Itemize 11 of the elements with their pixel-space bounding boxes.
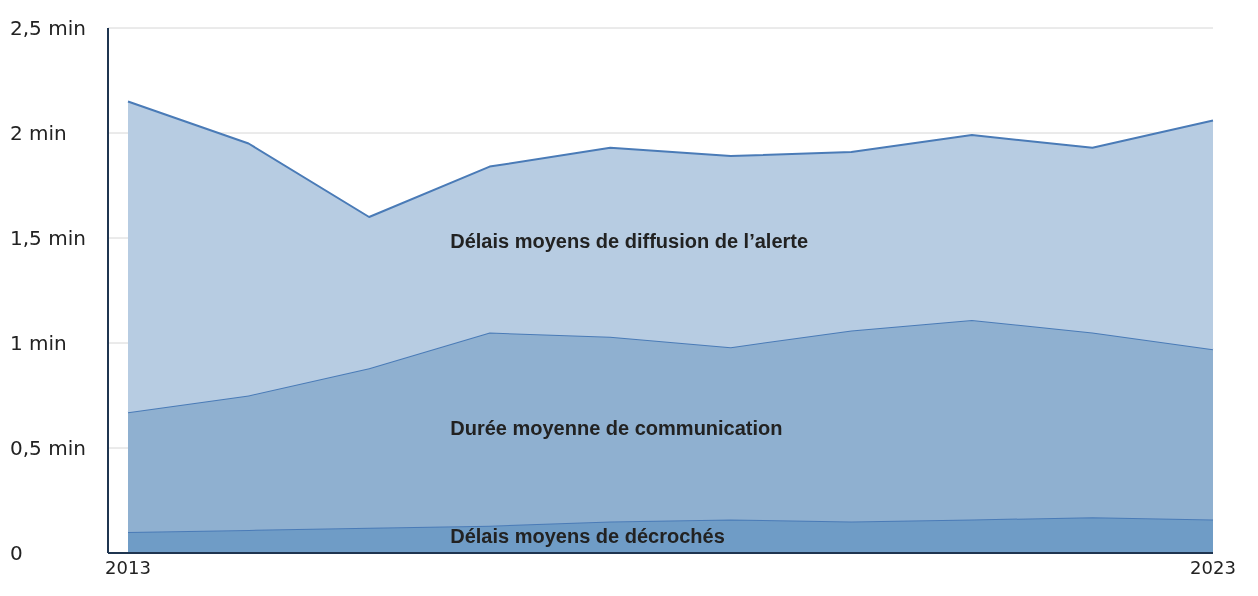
- y-tick-label: 1 min: [10, 331, 67, 356]
- y-tick-label: 1,5 min: [10, 226, 86, 251]
- y-tick-label: 2,5 min: [10, 16, 86, 41]
- series-label: Délais moyens de diffusion de l’alerte: [450, 230, 809, 254]
- x-tick-label: 2013: [105, 556, 151, 578]
- series-label: Durée moyenne de communication: [450, 417, 783, 441]
- x-tick-label: 2023: [1190, 556, 1236, 578]
- y-tick-label: 0: [10, 541, 23, 566]
- y-tick-label: 0,5 min: [10, 436, 86, 461]
- y-tick-label: 2 min: [10, 121, 67, 146]
- series-label: Délais moyens de décrochés: [450, 525, 725, 549]
